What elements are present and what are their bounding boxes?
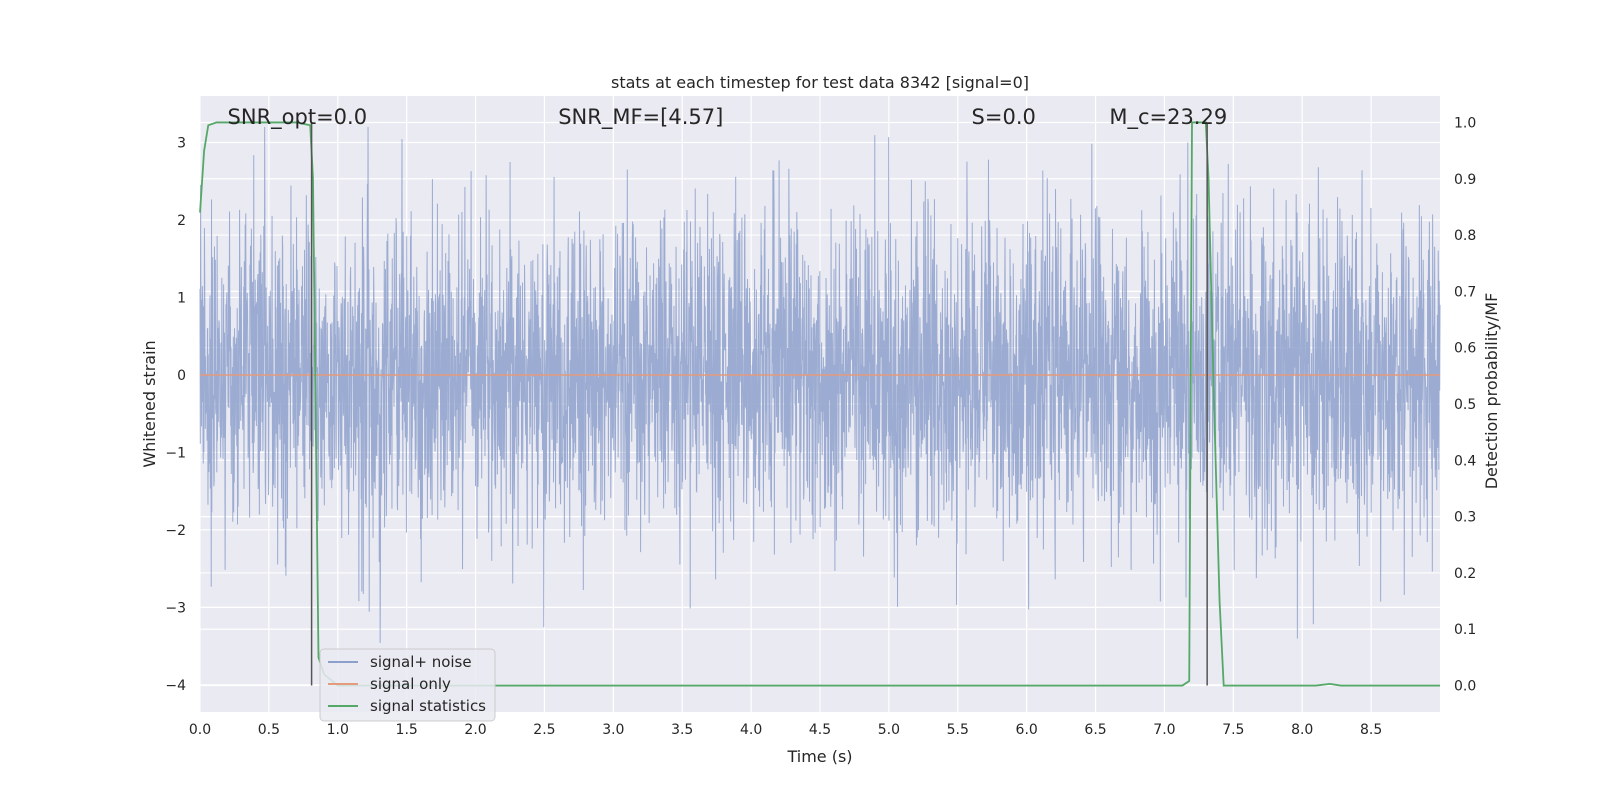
- x-tick-label: 8.0: [1291, 722, 1313, 738]
- y-tick-label-right: 0.2: [1454, 566, 1476, 582]
- x-tick-label: 2.5: [533, 722, 555, 738]
- legend-label-signal-statistics: signal statistics: [370, 697, 486, 715]
- y-tick-label-left: 2: [177, 213, 186, 229]
- legend-label-signal-only: signal only: [370, 675, 451, 693]
- x-tick-label: 3.5: [671, 722, 693, 738]
- y-tick-label-left: −3: [165, 600, 186, 616]
- x-tick-label: 2.0: [464, 722, 486, 738]
- y-tick-label-right: 0.8: [1454, 228, 1476, 244]
- annotation-text: SNR_opt=0.0: [228, 105, 368, 130]
- annotations: SNR_opt=0.0 SNR_MF=[4.57] S=0.0 M_c=23.29: [228, 105, 1228, 130]
- chart-title: stats at each timestep for test data 834…: [611, 73, 1029, 92]
- x-axis-label: Time (s): [786, 747, 852, 766]
- x-tick-label: 6.5: [1084, 722, 1106, 738]
- y-tick-label-left: −1: [165, 445, 186, 461]
- tick-labels: 0.0 0.5 1.0 1.5 2.0 2.5 3.0 3.5 4.0 4.5 5.0 5.5 6.0 6…: [165, 115, 1476, 738]
- y-tick-label-right: 0.0: [1454, 679, 1476, 695]
- x-tick-label: 8.5: [1360, 722, 1382, 738]
- x-tick-label: 1.5: [396, 722, 418, 738]
- annotation-text: SNR_MF=[4.57]: [558, 105, 723, 130]
- x-tick-label: 3.0: [602, 722, 624, 738]
- x-tick-label: 6.0: [1016, 722, 1038, 738]
- y-axis-label-right: Detection probability/MF: [1482, 293, 1501, 490]
- line-series: [199, 121, 1440, 687]
- annotation-text: M_c=23.29: [1109, 105, 1227, 130]
- x-tick-label: 5.0: [878, 722, 900, 738]
- y-tick-label-left: 3: [177, 135, 186, 151]
- series-line-signal-noise: [199, 126, 1441, 643]
- legend-label-signal-noise: signal+ noise: [370, 653, 472, 671]
- legend-box: [319, 648, 496, 722]
- y-tick-label-left: −2: [165, 523, 186, 539]
- y-tick-label-left: −4: [165, 678, 186, 694]
- x-tick-label: 7.5: [1222, 722, 1244, 738]
- x-tick-label: 1.0: [327, 722, 349, 738]
- y-tick-label-right: 0.6: [1454, 341, 1476, 357]
- vertical-markers: [310, 122, 1208, 686]
- legend: signal+ noise signal only signal statist…: [319, 648, 496, 722]
- x-tick-label: 4.0: [740, 722, 762, 738]
- y-tick-label-right: 0.1: [1454, 622, 1476, 638]
- y-tick-label-right: 0.9: [1454, 172, 1476, 188]
- y-tick-label-left: 0: [177, 368, 186, 384]
- x-tick-label: 0.0: [189, 722, 211, 738]
- noise-series: [199, 126, 1441, 643]
- y-tick-label-right: 0.4: [1454, 453, 1476, 469]
- x-tick-label: 4.5: [809, 722, 831, 738]
- y-tick-label-left: 1: [177, 290, 186, 306]
- y-tick-label-right: 0.3: [1454, 510, 1476, 526]
- x-tick-label: 0.5: [258, 722, 280, 738]
- y-tick-label-right: 1.0: [1454, 115, 1476, 131]
- y-tick-label-right: 0.5: [1454, 397, 1476, 413]
- series-line-signal-statistics: [199, 121, 1440, 687]
- y-tick-label-right: 0.7: [1454, 284, 1476, 300]
- x-tick-label: 5.5: [947, 722, 969, 738]
- annotation-text: S=0.0: [972, 105, 1036, 129]
- y-axis-label-left: Whitened strain: [140, 340, 159, 467]
- x-tick-label: 7.0: [1153, 722, 1175, 738]
